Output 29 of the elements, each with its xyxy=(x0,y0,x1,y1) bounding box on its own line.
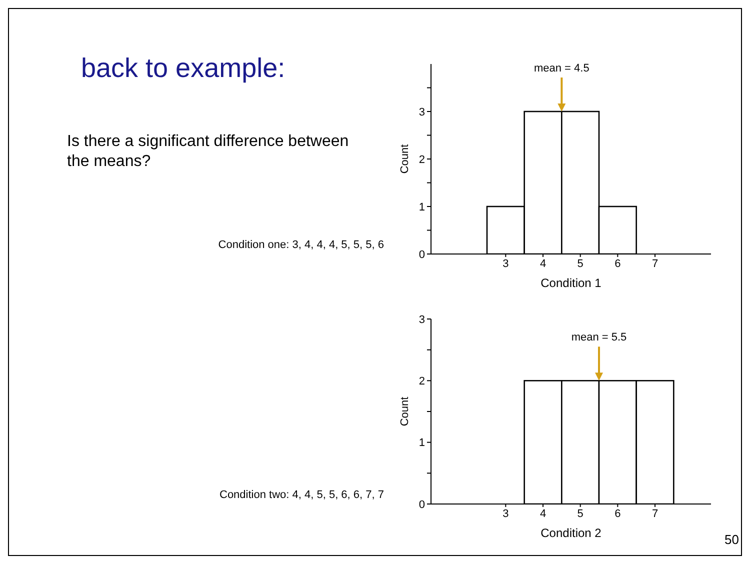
x-tick-label: 3 xyxy=(502,258,509,270)
text: Is there a significant difference between the means? xyxy=(67,132,350,172)
x-tick-label: 6 xyxy=(614,258,621,270)
y-tick-label: 3 xyxy=(418,106,425,118)
x-tick-label: 4 xyxy=(540,508,546,520)
y-axis-title: Count xyxy=(398,144,411,174)
y-tick-label: 3 xyxy=(418,314,425,326)
y-axis-title: Count xyxy=(398,396,411,426)
x-tick-label: 3 xyxy=(502,508,509,520)
y-tick-label: 0 xyxy=(418,248,425,261)
annotation: mean = 4.5 xyxy=(534,62,590,74)
x-tick-label: 4 xyxy=(540,258,546,270)
x-tick-label: 5 xyxy=(577,258,584,270)
y-tick-label: 2 xyxy=(418,376,425,388)
x-tick-label: 6 xyxy=(614,508,621,520)
text: Condition one: 3, 4, 4, 4, 5, 5, 5, 6 xyxy=(218,239,384,251)
annotation: mean = 5.5 xyxy=(571,332,627,344)
x-axis-title: Condition 2 xyxy=(540,526,602,540)
text: Condition two: 4, 4, 5, 5, 6, 6, 7, 7 xyxy=(220,489,384,501)
x-tick-label: 7 xyxy=(652,508,658,520)
x-tick-label: 7 xyxy=(652,258,658,270)
text: back to example: xyxy=(81,53,286,84)
y-tick-label: 1 xyxy=(418,437,425,450)
text: 50 xyxy=(724,532,739,547)
x-axis-title: Condition 1 xyxy=(540,276,602,290)
x-tick-label: 5 xyxy=(577,508,584,520)
y-tick-label: 0 xyxy=(418,498,425,511)
y-tick-label: 2 xyxy=(418,154,425,166)
y-tick-label: 1 xyxy=(418,201,425,214)
